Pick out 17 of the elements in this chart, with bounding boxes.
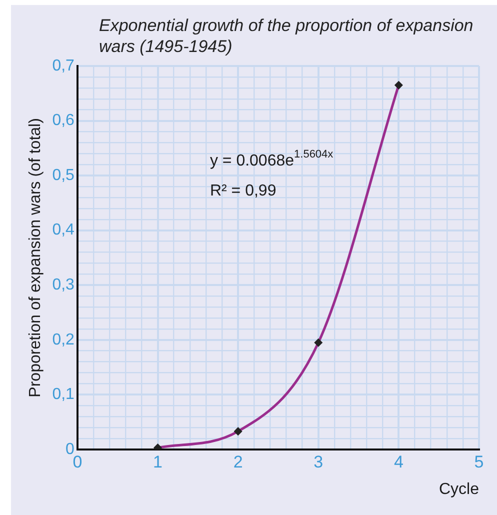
y-tick-label: 0,4 [52, 222, 75, 239]
x-axis-title: Cycle [438, 480, 480, 498]
y-tick-label: 0 [66, 440, 75, 458]
y-tick-label: 0,2 [52, 331, 75, 348]
y-tick-label: 0,3 [52, 276, 75, 294]
chart-title: Exponential growth of the proportion of expansion wars (1495-1945) [99, 15, 474, 57]
x-tick-label: 3 [314, 452, 324, 472]
y-tick-label: 0,1 [52, 386, 75, 404]
y-tick-label: 0,7 [52, 57, 75, 74]
x-tick-label: 5 [474, 452, 484, 472]
annotation: R² = 0,99 [210, 182, 276, 200]
y-axis-title: Proporetion of expansion wars (of total) [27, 118, 44, 398]
y-tick-label: 0,6 [52, 112, 75, 130]
x-tick-label: 2 [233, 452, 243, 472]
y-tick-label: 0,5 [52, 166, 75, 184]
x-tick-label: 1 [153, 452, 162, 472]
x-tick-label: 4 [394, 452, 404, 472]
